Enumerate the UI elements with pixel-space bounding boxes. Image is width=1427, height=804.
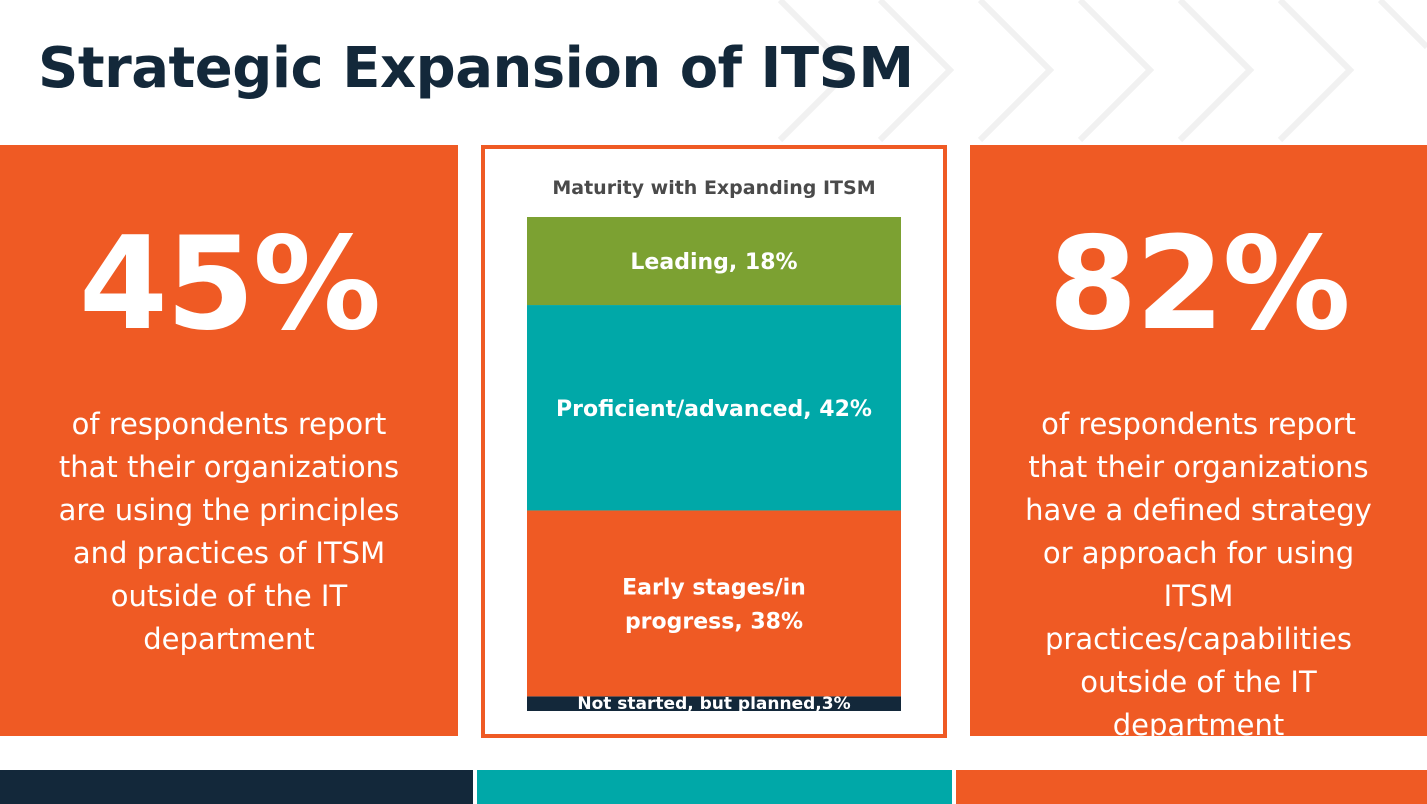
chart-title: Maturity with Expanding ITSM [552, 177, 876, 199]
left-stat-panel: 45% of respondents report that their org… [0, 145, 458, 736]
stacked-bar-chart: Not started, but planned,3% Early stages/… [527, 217, 901, 714]
right-stat-value: 82% [1048, 210, 1350, 359]
chart-panel: Maturity with Expanding ITSM Not started… [481, 145, 947, 738]
right-stat-description: of respondents report that their organiz… [1025, 407, 1372, 742]
data-label-0: Not started, but planned,3% [577, 694, 850, 714]
bar-segment-0 [527, 696, 901, 711]
bar-segment-2 [527, 305, 901, 511]
bar-segment-1 [527, 510, 901, 697]
bottom-band-navy [0, 770, 473, 804]
right-stat-panel: 82% of respondents report that their org… [970, 145, 1427, 742]
left-stat-value: 45% [78, 210, 381, 359]
left-stat-description: of respondents report that their organiz… [58, 407, 400, 656]
data-label-1: Early stages/in progress, 38% [622, 575, 806, 634]
data-label-2: Proficient/advanced, 42% [556, 397, 872, 422]
bar-segment-3 [527, 217, 901, 306]
data-label-3: Leading, 18% [630, 250, 797, 275]
bottom-band-teal [477, 770, 952, 804]
background-pattern [777, 0, 1427, 143]
page-title: Strategic Expansion of ITSM [38, 36, 914, 101]
bottom-band-orange [956, 770, 1427, 804]
